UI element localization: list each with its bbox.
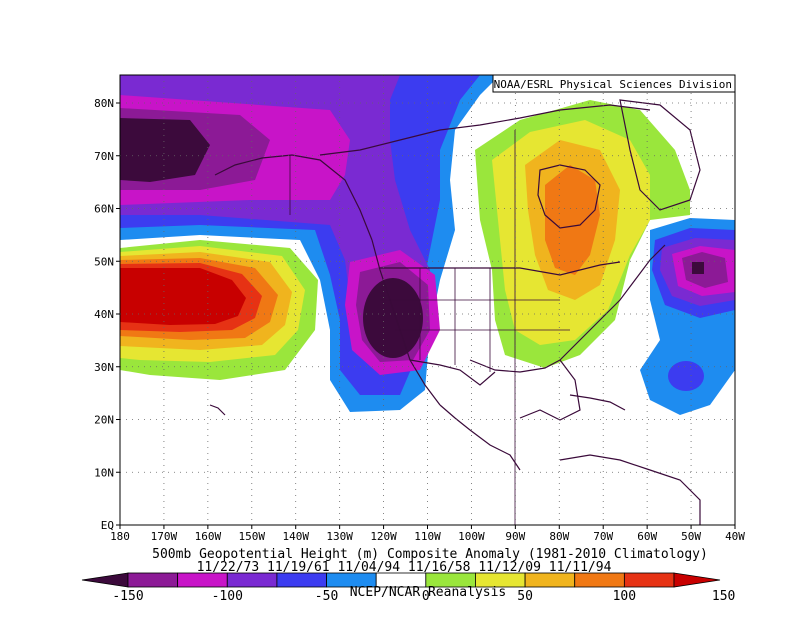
colorbar-tick-label: 0: [422, 589, 430, 604]
composite-dates: 11/22/73 11/19/61 11/04/94 11/16/58 11/1…: [197, 560, 612, 575]
colorbar-swatch: [177, 572, 228, 588]
south-america: [559, 454, 701, 525]
colorbar-swatch: [127, 572, 179, 588]
mexico-coast: [439, 404, 521, 471]
pos-band-orange-east: [545, 165, 600, 275]
lon-tick-label: 50W: [681, 530, 701, 543]
hudson-bay: [537, 164, 601, 229]
source-label: NCEP/NCAR Reanalysis: [350, 585, 507, 600]
colorbar-tick-label: 100: [613, 589, 636, 604]
lon-tick-label: 80W: [549, 530, 569, 543]
lat-tick-label: 40N: [94, 308, 114, 321]
neg-band-lightblue-atlantic-south: [668, 361, 704, 391]
colorbar-swatch: [574, 572, 625, 588]
colorbar-tick-label: -50: [315, 589, 338, 604]
colorbar-tick-labels: -150 -100 -50 0 50 100 150: [112, 589, 735, 604]
colorbar-swatch: [623, 572, 675, 588]
colorbar-tick-label: -100: [212, 589, 243, 604]
neg-band-purple-atlantic: [682, 252, 728, 288]
lon-tick-label: 100W: [458, 530, 485, 543]
lon-tick-label: 110W: [414, 530, 441, 543]
map-grid: [120, 75, 735, 525]
colorbar-tick-label: 150: [712, 589, 735, 604]
greenland: [619, 99, 701, 211]
credit-box: [492, 74, 736, 93]
lat-tick-label: EQ: [101, 519, 114, 532]
lon-tick-label: 180: [110, 530, 130, 543]
colorbar-swatch: [276, 572, 327, 588]
canada-arctic: [319, 104, 651, 156]
lon-tick-label: 120W: [370, 530, 397, 543]
lat-tick-label: 70N: [94, 150, 114, 163]
lat-tick-label: 20N: [94, 414, 114, 427]
lon-tick-label: 130W: [326, 530, 353, 543]
credit-label: NOAA/ESRL Physical Sciences Division: [494, 78, 732, 91]
colorbar-arrow-left: [81, 572, 129, 588]
lat-tick-label: 10N: [94, 466, 114, 479]
pos-core-pacific: [120, 268, 246, 325]
lon-tick-label: 60W: [637, 530, 657, 543]
us-border-south: [409, 359, 496, 386]
alaska-coast: [214, 154, 373, 241]
longitude-labels: 180 170W 160W 150W 140W 130W 120W 110W 100W 90W 80…: [110, 525, 745, 543]
latitude-labels: 80N 70N 60N 50N 40N 30N 20N 10N EQ: [94, 97, 120, 532]
lon-tick-label: 70W: [593, 530, 613, 543]
lat-tick-label: 80N: [94, 97, 114, 110]
neg-core-west: [363, 278, 423, 358]
neg-core-atlantic: [692, 262, 704, 274]
lat-tick-label: 50N: [94, 255, 114, 268]
anomaly-field: [120, 75, 735, 415]
lon-tick-label: 40W: [725, 530, 745, 543]
colorbar-swatch: [524, 572, 576, 588]
colorbar-tick-label: -150: [112, 589, 143, 604]
colorbar-swatch: [226, 572, 278, 588]
caribbean: [569, 394, 626, 411]
coastlines: [209, 99, 701, 525]
lon-tick-label: 150W: [239, 530, 266, 543]
lon-tick-label: 170W: [151, 530, 178, 543]
lon-tick-label: 140W: [282, 530, 309, 543]
us-east-coast: [559, 244, 666, 361]
neg-core-north: [120, 118, 210, 182]
plot-title: 500mb Geopotential Height (m) Composite …: [152, 547, 708, 562]
lat-tick-label: 60N: [94, 203, 114, 216]
lon-tick-label: 160W: [195, 530, 222, 543]
us-border-north: [380, 261, 621, 276]
lon-tick-label: 90W: [505, 530, 525, 543]
colorbar-arrow-right: [673, 572, 721, 588]
lat-tick-label: 30N: [94, 361, 114, 374]
hawaii: [209, 404, 226, 416]
gulf-coast: [469, 359, 581, 421]
colorbar: [81, 572, 721, 588]
colorbar-tick-label: 50: [517, 589, 533, 604]
